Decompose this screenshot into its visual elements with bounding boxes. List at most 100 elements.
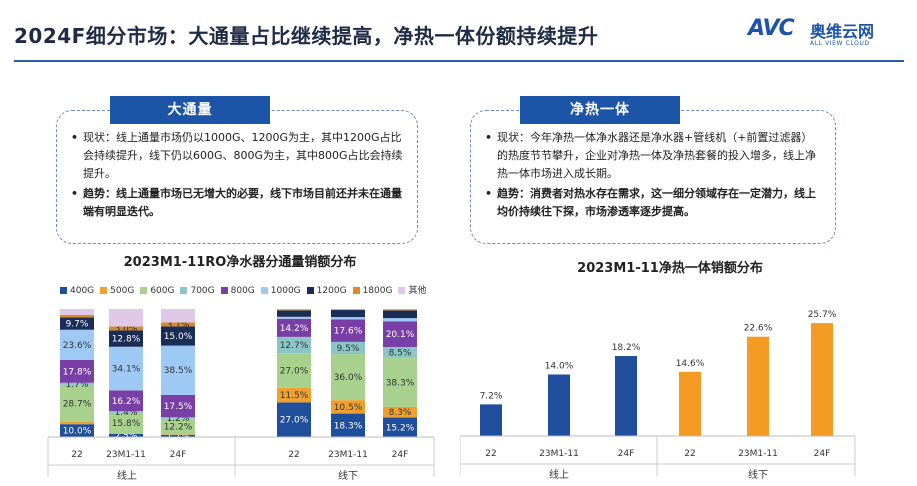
x-tick-label: 23M1-11 <box>738 449 778 459</box>
stacked-bar-segment <box>161 418 195 435</box>
segment-label: 1.7% <box>66 380 89 390</box>
stacked-bar-segment <box>60 317 94 330</box>
stacked-bar-segment <box>60 329 94 360</box>
stacked-bar-segment <box>331 413 365 437</box>
group-label: 线下 <box>748 468 768 481</box>
segment-label: 18.3% <box>334 421 363 431</box>
segment-label: 36.0% <box>334 373 363 383</box>
stacked-bar-segment <box>109 326 143 331</box>
x-tick-label: 22 <box>485 449 496 459</box>
segment-label: 28.7% <box>63 399 92 409</box>
bar-value-label: 7.2% <box>480 391 503 401</box>
left-panel-bullets: 现状：线上通量市场仍以1000G、1200G为主，其中1200G占比会持续提升，… <box>71 129 403 221</box>
x-tick-label: 22 <box>71 450 82 460</box>
legend-item: 1200G <box>306 286 347 296</box>
legend-swatch <box>398 287 406 294</box>
stacked-bar-segment <box>383 406 417 418</box>
stacked-bar-segment <box>331 354 365 401</box>
stacked-bar-segment <box>331 400 365 414</box>
logo-cn: 奥维云网 <box>810 22 875 41</box>
segment-label: 8.3% <box>389 408 412 418</box>
stacked-bar-segment <box>60 424 94 437</box>
legend-swatch <box>260 287 268 294</box>
stacked-bar-segment <box>277 316 311 319</box>
stacked-bar-segment <box>109 346 143 391</box>
legend-item: 700G <box>180 286 215 296</box>
bar <box>747 336 769 436</box>
stacked-bar-segment <box>277 402 311 437</box>
stacked-bar-segment <box>331 317 365 320</box>
left-panel-title: 大通量 <box>110 96 270 124</box>
bar-value-label: 14.0% <box>545 362 574 372</box>
stacked-bar-segment <box>60 384 94 422</box>
segment-label: 12.7% <box>280 341 309 351</box>
legend-item: 1000G <box>260 286 301 296</box>
stacked-bar-segment <box>109 433 143 437</box>
right-panel-title: 净热一体 <box>520 96 680 124</box>
segment-label: 27.0% <box>280 366 309 376</box>
stacked-bar-segment <box>109 330 143 347</box>
segment-label: 1.2% <box>167 414 190 424</box>
x-tick-label: 22 <box>684 449 695 459</box>
legend-swatch <box>60 287 67 294</box>
legend-item: 500G <box>100 286 134 296</box>
stacked-bar-segment <box>331 309 365 311</box>
stacked-chart-legend: 400G 500G 600G 700G 800G 1000G 1200G 1800G 其他 <box>60 283 440 298</box>
segment-label: 23.6% <box>63 341 92 351</box>
stacked-bar-segment <box>109 433 143 434</box>
bar-value-label: 25.7% <box>808 310 837 320</box>
segment-label: 38.5% <box>164 366 193 376</box>
stacked-bar-segment <box>60 314 94 318</box>
segment-label: 10.0% <box>63 427 92 437</box>
left-panel-box: 现状：线上通量市场仍以1000G、1200G为主，其中1200G占比会持续提升，… <box>56 110 418 244</box>
bar-chart: 7.2% 22 14.0% 23M1-11 18.2% 24F 14.6% 22 22.6% 23… <box>460 310 856 481</box>
segment-label: 16.2% <box>112 397 141 407</box>
legend-label: 1200G <box>316 286 347 296</box>
stacked-bar-segment <box>109 309 143 327</box>
bar <box>480 404 502 436</box>
header-divider <box>14 60 904 62</box>
stacked-bar-segment <box>161 394 195 418</box>
segment-label: 27.0% <box>280 416 309 426</box>
stacked-bar-segment <box>277 310 311 317</box>
group-label: 线上 <box>117 469 137 482</box>
segment-label: 17.6% <box>334 327 363 337</box>
legend-label: 其他 <box>408 286 427 296</box>
stacked-bar-segment <box>383 417 417 437</box>
stacked-bar-segment <box>277 309 311 311</box>
stacked-bar-segment <box>109 390 143 412</box>
segment-label: 12.2% <box>164 423 193 433</box>
stacked-bar-chart: 10.0%28.7%1.7%17.8%23.6%9.7%222.5%15.8%1… <box>47 309 435 482</box>
bar-value-label: 18.2% <box>612 343 641 353</box>
legend-label: 800G <box>230 286 255 296</box>
segment-label: 14.2% <box>280 324 309 334</box>
segment-label: 15.2% <box>386 423 415 433</box>
segment-label: 9.7% <box>66 320 89 330</box>
stacked-bar-segment <box>161 309 195 323</box>
stacked-bar-segment <box>277 353 311 388</box>
segment-label: 11.5% <box>280 391 309 401</box>
x-tick-label: 23M1-11 <box>106 450 146 460</box>
bar-chart-title: 2023M1-11净热一体销额分布 <box>577 261 763 276</box>
logo-en: ALL VIEW CLOUD <box>810 40 870 47</box>
bar <box>679 371 701 436</box>
stacked-bar-segment <box>60 309 94 315</box>
stacked-bar-segment <box>161 417 195 419</box>
segment-label: 10.5% <box>334 403 363 413</box>
stacked-bar-segment <box>109 412 143 434</box>
bar <box>548 374 570 436</box>
legend-label: 500G <box>110 286 135 296</box>
segment-label: 9.5% <box>337 344 360 354</box>
stacked-bar-segment <box>383 321 417 348</box>
stacked-bar-segment <box>331 319 365 342</box>
bar <box>811 323 833 436</box>
legend-swatch <box>352 287 360 294</box>
page-title: 2024F细分市场：大通量占比继续提高，净热一体份额持续提升 <box>14 24 599 48</box>
stacked-bar-segment <box>161 322 195 327</box>
right-bullet-status: 现状：今年净热一体净水器还是净水器+管线机（+前置过滤器）的热度节节攀升，企业对… <box>485 129 821 183</box>
x-tick-label: 23M1-11 <box>539 449 579 459</box>
stacked-bar-segment <box>277 336 311 354</box>
bar <box>615 356 637 436</box>
stacked-bar-segment <box>109 411 143 413</box>
legend-swatch <box>100 287 108 294</box>
